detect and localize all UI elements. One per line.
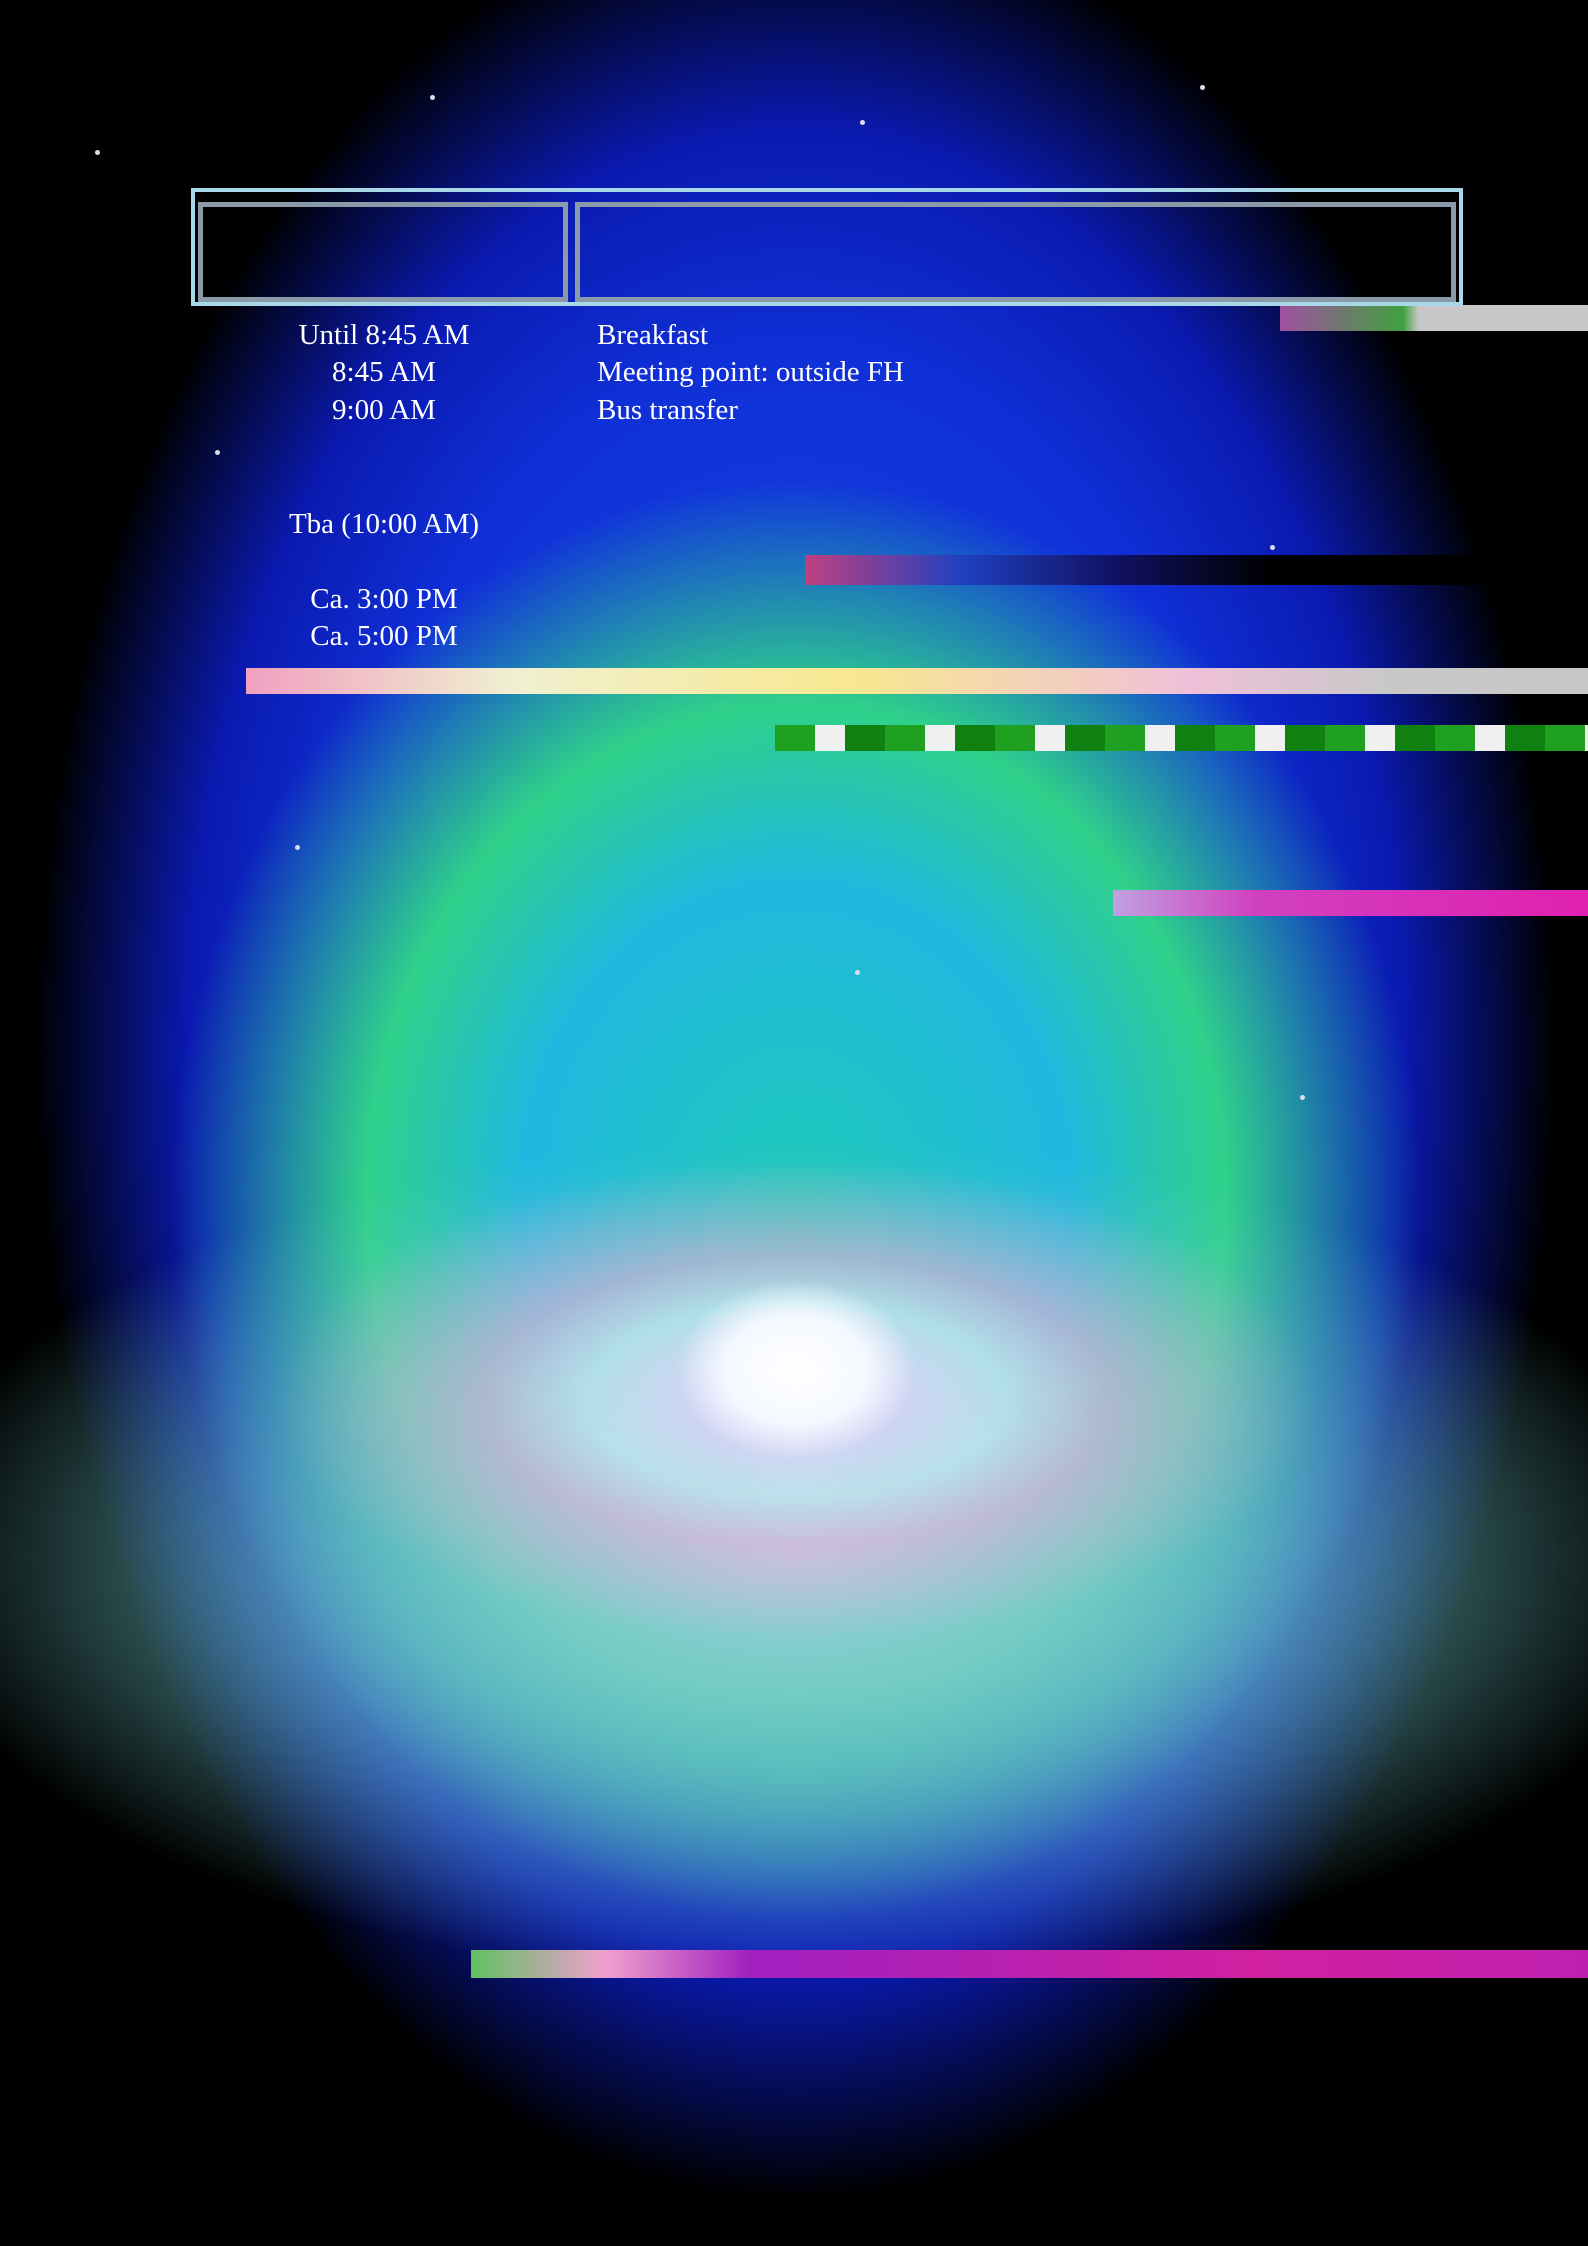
star: [215, 450, 220, 455]
time: 8:45 AM: [332, 356, 436, 388]
star: [95, 150, 100, 155]
time: Until 8:45 AM: [298, 319, 470, 351]
time: Ca. 5:00 PM: [310, 620, 458, 652]
event: Bus transfer: [597, 394, 738, 426]
star: [1270, 545, 1275, 550]
star: [860, 120, 865, 125]
header-cell: [198, 202, 568, 302]
time: Ca. 3:00 PM: [310, 583, 458, 615]
glitch-bar: [246, 668, 1588, 694]
glitch-bar: [471, 1950, 1588, 1978]
event: Breakfast: [597, 319, 709, 351]
glitch-bar: [805, 555, 1588, 585]
star: [855, 970, 860, 975]
header-frame: [191, 188, 1463, 306]
glitch-bar: [775, 725, 1588, 751]
star: [1300, 1095, 1305, 1100]
star: [295, 845, 300, 850]
time: 9:00 AM: [332, 394, 436, 426]
star: [430, 95, 435, 100]
glitch-bar: [1280, 305, 1588, 331]
star: [1200, 85, 1205, 90]
header-cell: [575, 202, 1456, 302]
time: Tba (10:00 AM): [288, 508, 480, 540]
event: Meeting point: outside FH: [597, 356, 904, 388]
glitch-bar: [1113, 890, 1588, 916]
